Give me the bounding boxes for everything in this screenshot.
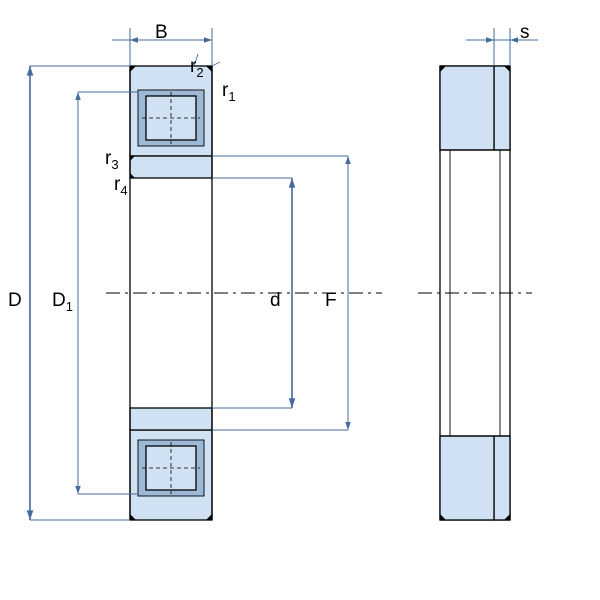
label-B: B xyxy=(155,22,168,44)
label-r3: r3 xyxy=(105,148,119,172)
label-d: d xyxy=(270,290,281,312)
label-D: D xyxy=(8,290,22,312)
label-F: F xyxy=(325,290,337,312)
label-D1: D1 xyxy=(52,290,73,314)
label-r2: r2 xyxy=(190,56,204,80)
label-r1: r1 xyxy=(222,80,236,104)
label-s: s xyxy=(520,22,530,44)
bearing-diagram xyxy=(0,0,600,600)
label-r4: r4 xyxy=(114,174,128,198)
